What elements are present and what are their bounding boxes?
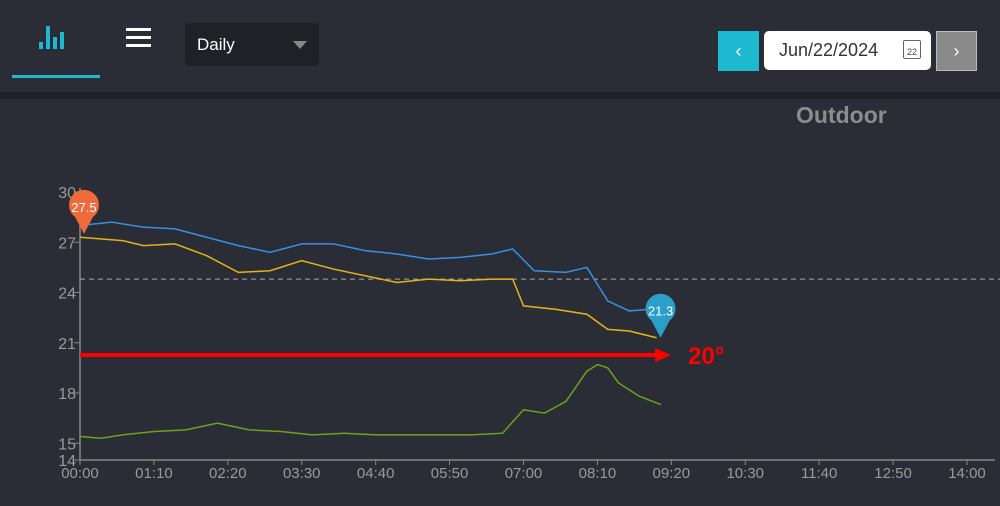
y-tick-label: 27	[58, 235, 76, 252]
marker-pin-icon	[645, 293, 676, 338]
marker-pin-icon	[69, 189, 99, 234]
y-tick-label: 18	[58, 386, 76, 403]
x-tick-label: 07:00	[505, 465, 543, 482]
date-value: Jun/22/2024	[779, 40, 879, 60]
bar-chart-icon	[39, 26, 64, 49]
series-line-low	[79, 363, 662, 439]
x-tick-label: 14:00	[948, 465, 986, 482]
y-tick-label: 21	[58, 336, 76, 353]
annotation-label: 20°	[688, 343, 724, 370]
chart-title: Outdoor	[796, 102, 887, 128]
series-line-high	[79, 221, 651, 312]
x-tick-label: 09:20	[653, 465, 691, 482]
x-tick-label: 01:10	[135, 465, 173, 482]
calendar-icon[interactable]: 22	[903, 40, 921, 59]
x-tick-label: 02:20	[209, 465, 247, 482]
y-tick-label: 14	[58, 453, 76, 470]
chevron-down-icon	[293, 41, 307, 49]
x-tick-label: 00:00	[61, 465, 99, 482]
x-tick-label: 03:30	[283, 465, 321, 482]
toolbar: Daily ‹ Jun/22/2024 22 ›	[0, 0, 1000, 92]
marker-label: 21.3	[648, 304, 673, 319]
divider	[0, 92, 1000, 99]
next-date-button[interactable]: ›	[936, 31, 977, 71]
prev-date-button[interactable]: ‹	[718, 31, 759, 71]
period-select-value: Daily	[197, 35, 235, 54]
marker-label: 27.5	[71, 200, 96, 215]
period-select[interactable]: Daily	[185, 23, 319, 66]
tab-chart[interactable]	[12, 20, 100, 78]
series-line-temperature	[79, 236, 657, 339]
x-tick-label: 04:40	[357, 465, 395, 482]
y-tick-label: 24	[58, 286, 76, 303]
x-tick-label: 08:10	[579, 465, 617, 482]
x-tick-label: 10:30	[726, 465, 764, 482]
arrow-head-icon	[655, 347, 672, 362]
x-tick-label: 12:50	[874, 465, 912, 482]
x-tick-label: 05:50	[431, 465, 469, 482]
menu-icon[interactable]	[126, 28, 151, 48]
date-input[interactable]: Jun/22/2024 22	[764, 31, 931, 70]
x-tick-label: 11:40	[801, 465, 837, 482]
y-tick-label: 15	[58, 436, 76, 453]
